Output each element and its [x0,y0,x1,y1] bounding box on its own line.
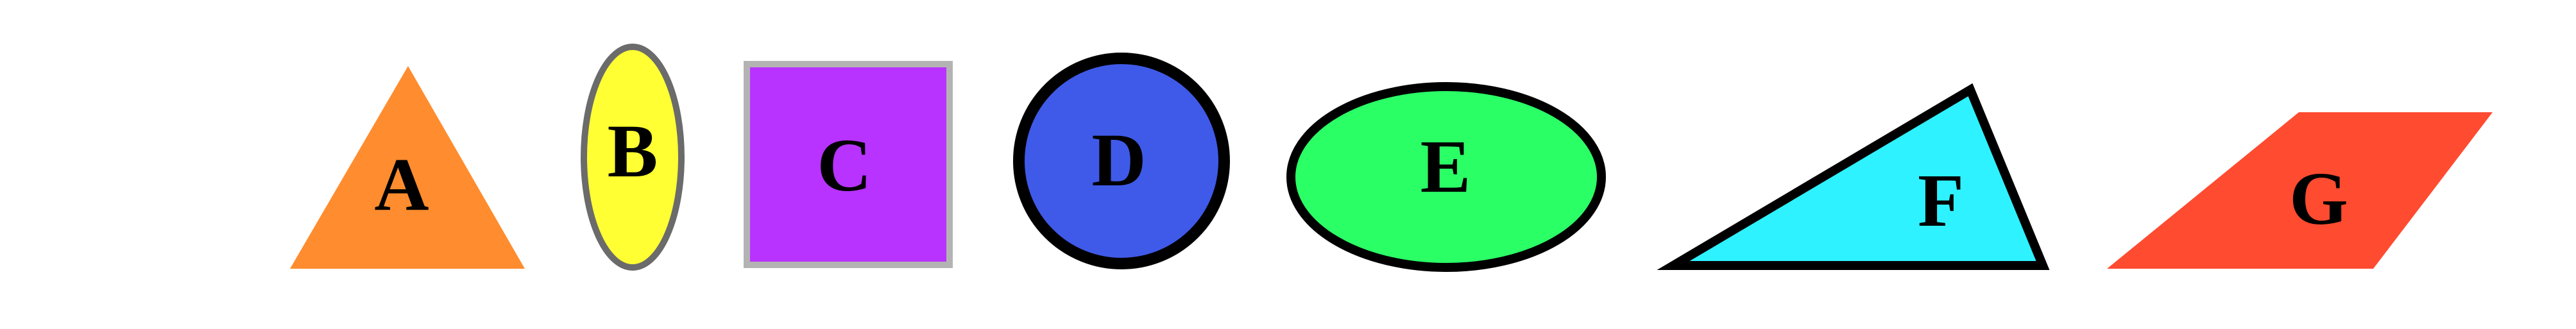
shape-g-parallelogram [2107,112,2493,269]
shape-d-label: D [1091,118,1146,202]
shape-e-group: E [1286,82,1606,272]
shape-e-label: E [1420,124,1471,208]
shape-g-label: G [2289,156,2348,240]
shape-a-group: A [290,66,525,269]
shape-f-label: F [1918,158,1964,242]
shape-d-circle [1013,53,1230,269]
shape-f-triangle [1657,83,2050,270]
shape-f-group: F [1657,83,2050,270]
shape-c-square [744,61,953,268]
shape-d-group: D [1013,53,1230,269]
shape-a-label: A [374,142,429,226]
shape-c-label: C [817,123,871,207]
shape-b-label: B [608,109,658,193]
shape-a-triangle [290,66,525,269]
shape-e-ellipse [1286,82,1606,272]
shape-b-group: B [581,44,685,271]
shape-c-group: C [744,61,953,268]
shape-g-group: G [2107,112,2493,269]
shape-b-ellipse [581,44,685,271]
